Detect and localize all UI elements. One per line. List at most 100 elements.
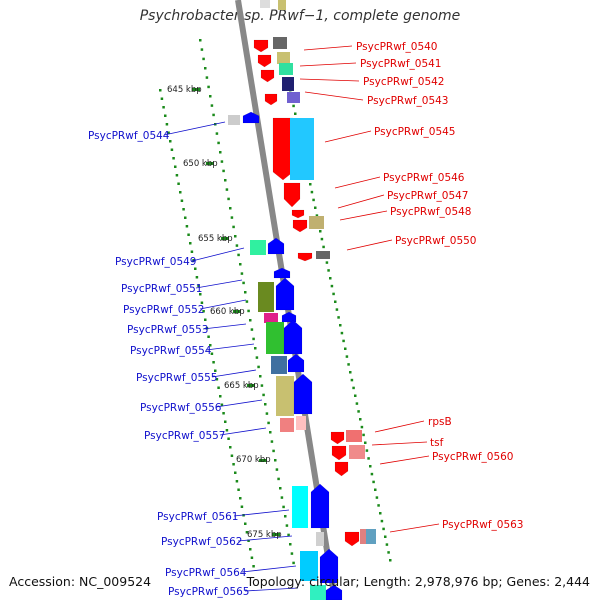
tick-dot xyxy=(234,235,237,238)
tick-dot xyxy=(369,465,372,468)
gene-label-psycprwf-0555[interactable]: PsycPRwf_0555 xyxy=(136,372,218,384)
gene-label-psycprwf-0550[interactable]: PsycPRwf_0550 xyxy=(395,235,477,247)
gene-label-psycprwf-0543[interactable]: PsycPRwf_0543 xyxy=(367,95,449,107)
kbp-label-645: 645 kbp xyxy=(167,85,202,95)
leader-line-reverse xyxy=(202,323,247,330)
gene-label-psycprwf-0549[interactable]: PsycPRwf_0549 xyxy=(115,256,197,268)
gene-label-psycprwf-0548[interactable]: PsycPRwf_0548 xyxy=(390,206,472,218)
tick-dot xyxy=(289,543,292,546)
tick-dot xyxy=(194,267,197,270)
tick-dot xyxy=(252,337,255,341)
tick-dot xyxy=(209,344,212,347)
tick-dot xyxy=(365,449,369,452)
gene-label-psycprwf-0561[interactable]: PsycPRwf_0561 xyxy=(157,511,239,523)
tick-dot xyxy=(237,488,240,491)
tick-dot xyxy=(327,269,330,272)
tick-dot xyxy=(352,386,355,390)
leader-line-forward xyxy=(374,420,425,433)
gene-label-rpsb[interactable]: rpsB xyxy=(428,416,452,428)
gene-label-psycprwf-0545[interactable]: PsycPRwf_0545 xyxy=(374,126,456,138)
gene-label-psycprwf-0540[interactable]: PsycPRwf_0540 xyxy=(356,41,438,53)
tick-dot xyxy=(229,207,232,210)
tick-dot xyxy=(377,504,380,507)
leader-line-forward xyxy=(299,78,360,82)
tick-dot xyxy=(309,183,312,186)
tick-dot xyxy=(250,556,254,559)
gene-label-psycprwf-0552[interactable]: PsycPRwf_0552 xyxy=(123,304,205,316)
tick-dot xyxy=(360,425,364,429)
gene-bar xyxy=(250,240,266,255)
leader-line-forward xyxy=(389,523,440,533)
tick-dot xyxy=(312,198,315,202)
tick-dot xyxy=(215,132,219,135)
gene-bar xyxy=(280,418,294,432)
gene-arrow-forward xyxy=(331,445,347,461)
gene-label-tsf[interactable]: tsf xyxy=(430,437,444,449)
gene-bar xyxy=(260,0,270,8)
gene-label-psycprwf-0544[interactable]: PsycPRwf_0544 xyxy=(88,130,170,142)
tick-dot xyxy=(185,225,189,228)
gene-label-psycprwf-0565[interactable]: PsycPRwf_0565 xyxy=(168,586,250,598)
gene-bar xyxy=(346,430,362,442)
tick-dot xyxy=(170,148,174,151)
tick-dot xyxy=(232,463,235,466)
gene-label-psycprwf-0546[interactable]: PsycPRwf_0546 xyxy=(383,172,465,184)
tick-dot xyxy=(379,512,382,515)
gene-arrow-forward xyxy=(330,431,345,445)
gene-bar xyxy=(228,115,240,125)
gene-bar xyxy=(266,322,284,354)
tick-dot xyxy=(244,291,247,294)
tick-dot xyxy=(254,347,257,350)
gene-bar xyxy=(300,551,318,581)
gene-label-psycprwf-0553[interactable]: PsycPRwf_0553 xyxy=(127,324,209,336)
tick-dot xyxy=(319,230,322,233)
tick-dot xyxy=(292,561,295,565)
tick-dot xyxy=(270,440,274,443)
gene-arrow-forward xyxy=(292,219,308,233)
gene-label-psycprwf-0554[interactable]: PsycPRwf_0554 xyxy=(130,345,212,357)
tick-dot xyxy=(285,524,289,527)
gene-arrow-reverse xyxy=(325,584,343,600)
tick-dot xyxy=(279,487,282,490)
tick-dot xyxy=(177,182,180,185)
gene-bar xyxy=(366,529,376,544)
gene-bar xyxy=(273,37,287,49)
gene-label-psycprwf-0560[interactable]: PsycPRwf_0560 xyxy=(432,451,514,463)
gene-bar xyxy=(296,416,306,430)
gene-label-psycprwf-0556[interactable]: PsycPRwf_0556 xyxy=(140,402,222,414)
gene-label-psycprwf-0541[interactable]: PsycPRwf_0541 xyxy=(360,58,442,70)
tick-dot xyxy=(275,468,279,471)
tick-dot xyxy=(357,410,360,413)
tick-dot xyxy=(220,403,224,406)
gene-arrow-forward xyxy=(344,531,360,547)
gene-label-psycprwf-0562[interactable]: PsycPRwf_0562 xyxy=(161,536,243,548)
tick-dot xyxy=(200,48,204,51)
leader-line-forward xyxy=(303,45,353,51)
tick-dot xyxy=(272,449,275,453)
gene-label-psycprwf-0557[interactable]: PsycPRwf_0557 xyxy=(144,430,226,442)
kbp-label-655: 655 kbp xyxy=(198,234,233,244)
tick-dot xyxy=(164,114,167,117)
tick-dot xyxy=(174,165,177,168)
kbp-tick xyxy=(233,310,241,313)
gene-label-psycprwf-0551[interactable]: PsycPRwf_0551 xyxy=(121,283,203,295)
tick-dot xyxy=(160,97,164,100)
tick-dot xyxy=(370,472,374,476)
gene-label-psycprwf-0542[interactable]: PsycPRwf_0542 xyxy=(363,76,445,88)
gene-label-psycprwf-0564[interactable]: PsycPRwf_0564 xyxy=(165,567,247,579)
tick-dot xyxy=(255,356,259,359)
tick-dot xyxy=(217,386,220,389)
leader-line-reverse xyxy=(215,399,263,408)
tick-dot xyxy=(232,225,235,229)
kbp-tick xyxy=(259,459,267,462)
tick-dot xyxy=(350,378,354,382)
leader-line-reverse xyxy=(211,369,257,378)
tick-dot xyxy=(220,160,224,163)
gene-label-psycprwf-0563[interactable]: PsycPRwf_0563 xyxy=(442,519,524,531)
tick-dot xyxy=(199,39,202,42)
tick-dot xyxy=(282,505,285,509)
gene-arrow-reverse xyxy=(293,373,313,415)
leader-line-forward xyxy=(339,210,388,221)
gene-label-psycprwf-0547[interactable]: PsycPRwf_0547 xyxy=(387,190,469,202)
tick-dot xyxy=(239,263,242,266)
